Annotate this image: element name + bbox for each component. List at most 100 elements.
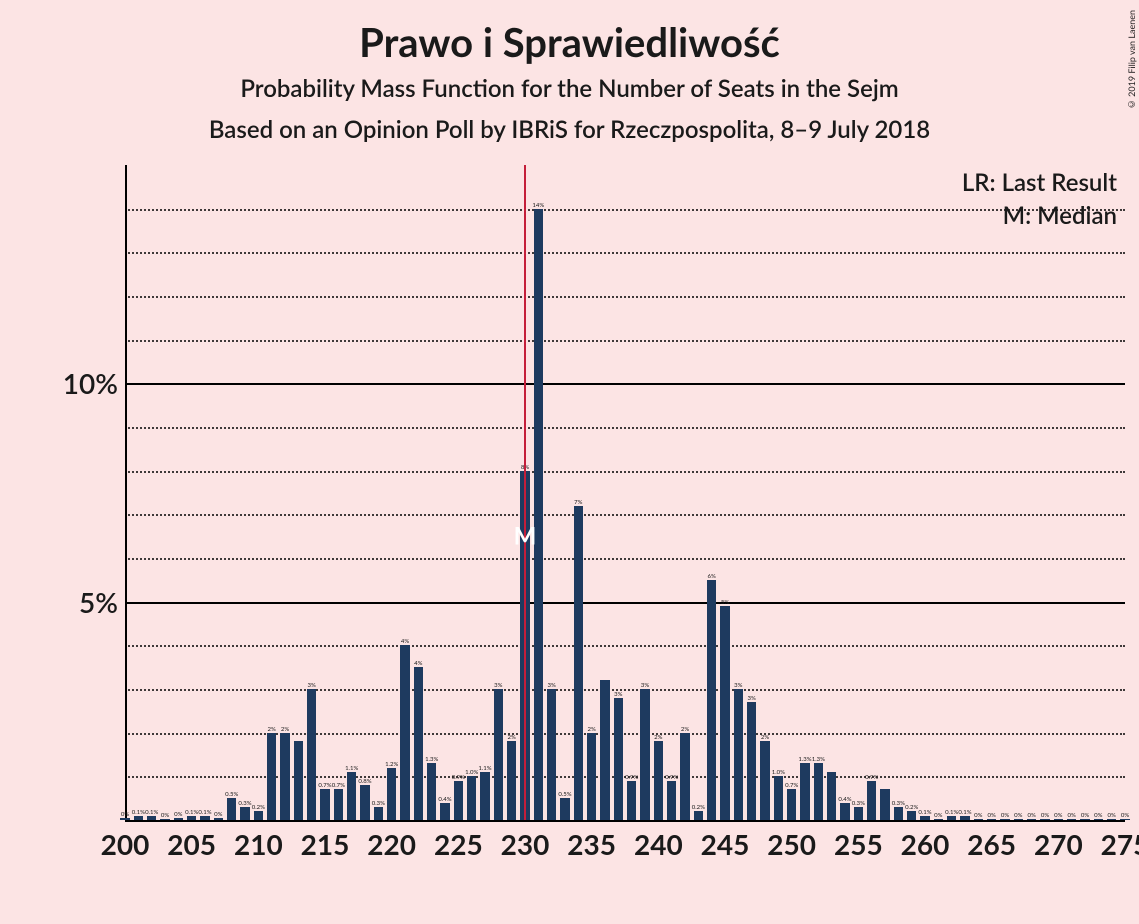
bar: 2% [280, 733, 289, 820]
bar-label: 1.3% [812, 756, 825, 763]
bar-label: 0.9% [452, 774, 465, 781]
bar-label: 0% [121, 811, 129, 818]
bar-label: 0.3% [372, 800, 385, 807]
bar-label: 0% [161, 812, 169, 819]
x-tick-label: 215 [301, 827, 350, 861]
bar: 0% [160, 819, 169, 820]
bar: 3% [734, 689, 743, 820]
bar-label: 0.1% [918, 809, 931, 816]
bar: 0% [1067, 819, 1076, 820]
bar: 0.8% [360, 785, 369, 820]
bar-label: 3% [748, 695, 756, 702]
bar: 0.3% [854, 807, 863, 820]
bar-label: 2% [654, 734, 662, 741]
bar: 1.3% [427, 763, 436, 820]
bar-label: 0% [974, 812, 982, 819]
bar: 0.5% [560, 798, 569, 820]
bar-label: 0.7% [318, 782, 331, 789]
bar-label: 2% [508, 734, 516, 741]
x-tick-label: 235 [567, 827, 616, 861]
bar-label: 4% [401, 638, 409, 645]
bar-label: 0.5% [558, 791, 571, 798]
bar-label: 1.2% [385, 761, 398, 768]
bar: 0.1% [134, 816, 143, 820]
chart-subtitle: Probability Mass Function for the Number… [0, 74, 1139, 103]
bar-label: 0% [1081, 812, 1089, 819]
bar-label: 0.1% [945, 809, 958, 816]
bar-label: 0.8% [358, 778, 371, 785]
bar: 1.0% [774, 776, 783, 820]
bar-label: 1.3% [425, 756, 438, 763]
bar: 3% [614, 698, 623, 820]
bar: 1.3% [814, 763, 823, 820]
bar-label: 1.0% [465, 769, 478, 776]
bar-label: 3% [548, 682, 556, 689]
bar-label: 0.5% [225, 791, 238, 798]
bar: 0.3% [240, 807, 249, 820]
x-tick-label: 225 [434, 827, 483, 861]
bar-label: 0% [1121, 812, 1129, 819]
x-tick-label: 205 [167, 827, 216, 861]
bar-label: 0% [988, 812, 996, 819]
bar: 1.2% [387, 768, 396, 820]
bar: 0.2% [907, 811, 916, 820]
bar: 1.0% [467, 776, 476, 820]
bar: 2% [680, 733, 689, 820]
bar [827, 772, 836, 820]
bar [880, 789, 889, 820]
median-line [524, 165, 526, 820]
bar-label: 6% [708, 573, 716, 580]
bar-label: 0.3% [852, 800, 865, 807]
x-tick-label: 200 [101, 827, 150, 861]
bar-label: 2% [681, 726, 689, 733]
x-ticks: 2002052102152202252302352402452502552602… [125, 827, 1125, 867]
x-tick-label: 210 [234, 827, 283, 861]
bar: 2% [507, 741, 516, 820]
bar-label: 0% [1054, 812, 1062, 819]
bar: 0.1% [187, 816, 196, 820]
bar-label: 3% [734, 682, 742, 689]
bar-label: 0% [1108, 812, 1116, 819]
bar-label: 5% [721, 599, 729, 606]
bar-label: 0% [1001, 812, 1009, 819]
bar: 0% [120, 818, 129, 820]
bar-label: 0.1% [185, 809, 198, 816]
median-label: M [514, 522, 537, 551]
x-tick-label: 250 [767, 827, 816, 861]
bar: 0% [1040, 819, 1049, 820]
bar-label: 0% [214, 811, 222, 818]
bar: 1.1% [347, 772, 356, 820]
x-tick-label: 240 [634, 827, 683, 861]
y-tick-label: 5% [79, 585, 118, 619]
plot-area: 0%0.1%0.1%0%0%0.1%0.1%0%0.5%0.3%0.2%2%2%… [125, 165, 1125, 820]
bar: 3% [494, 689, 503, 820]
bar: 3% [640, 689, 649, 820]
bar-label: 0% [174, 811, 182, 818]
bar [294, 741, 303, 820]
bar-label: 0% [1094, 812, 1102, 819]
bar: 0% [1107, 819, 1116, 820]
bar-label: 0.7% [332, 782, 345, 789]
bar: 6% [707, 580, 716, 820]
bar-label: 0.2% [252, 804, 265, 811]
bar: 2% [267, 733, 276, 820]
bar-label: 2% [268, 726, 276, 733]
x-tick-label: 265 [967, 827, 1016, 861]
bar: 1.1% [480, 772, 489, 820]
x-tick-label: 275 [1101, 827, 1139, 861]
bar: 0.1% [920, 816, 929, 820]
bar: 4% [414, 667, 423, 820]
bar-label: 0.7% [785, 782, 798, 789]
bar-label: 0% [1041, 812, 1049, 819]
x-tick-label: 255 [834, 827, 883, 861]
bars-group: 0%0.1%0.1%0%0%0.1%0.1%0%0.5%0.3%0.2%2%2%… [125, 165, 1125, 820]
bar: 1.3% [800, 763, 809, 820]
bar-label: 2% [281, 726, 289, 733]
bar-label: 0.1% [145, 809, 158, 816]
x-tick-label: 220 [367, 827, 416, 861]
bar: 0.4% [440, 803, 449, 820]
x-tick-label: 230 [501, 827, 550, 861]
bar-label: 0.4% [838, 796, 851, 803]
bar-label: 0% [1068, 812, 1076, 819]
legend-m: M: Median [962, 201, 1117, 230]
